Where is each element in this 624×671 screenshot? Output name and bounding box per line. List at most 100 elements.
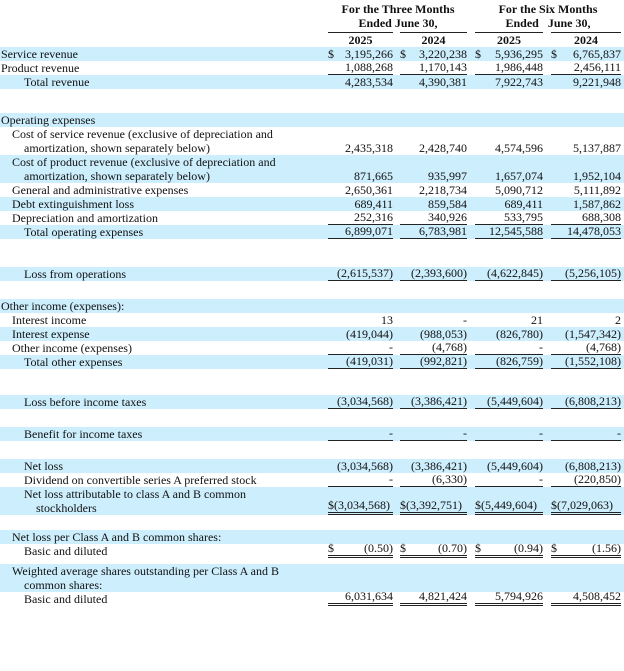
cell-value: 5,936,295 [495,47,543,61]
cell-value: - [463,426,467,440]
value-cell: 859,584 [400,197,467,211]
row-label-line: Total revenue [24,75,90,89]
row-label: Weighted average shares outstanding per … [0,564,332,592]
value-cell: - [328,340,393,355]
value-cell: - [328,426,393,441]
cell-value: 5,794,926 [495,589,543,603]
cell-value: 340,926 [428,210,467,224]
value-cell: 9,221,948 [551,75,621,89]
cell-value: (2,393,600) [411,266,467,280]
cell-value: (4,622,845) [487,266,543,280]
value-cell: $3,195,266 [328,47,393,61]
currency-symbol: $ [328,541,334,555]
table-row: Service revenue $3,195,266 $3,220,238 $5,93… [0,47,624,61]
row-label-line: Loss before income taxes [24,395,147,409]
row-label-line: Basic and diluted [24,592,108,606]
row-label: Other income (expenses) [0,341,332,355]
currency-symbol: $ [475,541,481,555]
cell-value: 4,508,452 [573,589,621,603]
value-cell: 689,411 [328,197,393,211]
value-cell: $ (3,392,751) [400,498,467,515]
value-cell: - [551,426,621,441]
currency-symbol: $ [400,47,406,61]
value-cell: $ (0.70) [400,541,467,558]
cell-value: (1,547,342) [565,327,621,341]
cell-value: 9,221,948 [573,75,621,89]
table-row: Net loss (3,034,568) (3,386,421) (5,449,604… [0,459,624,473]
row-label: Total operating expenses [0,225,344,239]
table-row: Total revenue 4,283,534 4,390,381 7,922,743… [0,75,624,89]
value-cell: 12,545,588 [475,224,543,239]
cell-value: (1.56) [592,541,621,555]
value-cell: (2,615,537) [328,266,393,281]
row-label: Service revenue [0,47,321,61]
table-row: Depreciation and amortization 252,316 340,… [0,210,624,225]
value-cell: (220,850) [551,472,621,487]
value-cell: 252,316 [328,210,393,225]
cell-value: 859,584 [428,197,467,211]
value-cell: 2,218,734 [400,183,467,197]
table-row: Weighted average shares outstanding per … [0,564,624,592]
cell-value: 1,587,862 [573,197,621,211]
row-label: Basic and diluted [0,592,344,606]
cell-value: 2,650,361 [345,183,393,197]
cell-value: 689,411 [354,197,393,211]
value-cell: (4,768) [551,340,621,355]
value-cell: 935,997 [400,169,467,183]
cell-value: (3,034,568) [337,394,393,408]
header-three-months-line2: Ended June 30, [358,16,438,30]
value-cell: (826,780) [475,327,543,341]
row-label-line: Loss from operations [24,267,126,281]
value-cell: (3,386,421) [400,394,467,409]
cell-value: 6,031,634 [345,589,393,603]
cell-value: 4,574,596 [495,141,543,155]
cell-value: (0.50) [364,541,393,555]
cell-value: (419,044) [346,327,393,341]
value-cell: 5,137,887 [551,141,621,155]
row-label-line: Other income (expenses) [12,341,132,355]
cell-value: 252,316 [354,210,393,224]
cell-value: 5,111,892 [573,183,621,197]
value-cell: (6,330) [400,472,467,487]
table-row: Loss from operations (2,615,537) (2,393,60… [0,266,624,281]
table-row: Total other expenses (419,031) (992,821) (8… [0,354,624,369]
value-cell: (988,053) [400,327,467,341]
value-cell: (6,808,213) [551,459,621,473]
cell-value: (988,053) [420,327,467,341]
row-label-line: amortization, shown separately below) [24,141,210,155]
value-cell: 688,308 [551,210,621,225]
cell-value: 6,783,981 [419,224,467,238]
table-row: Operating expenses [0,113,624,127]
table-row: Other income (expenses): [0,299,624,313]
cell-value: 1,986,448 [495,60,543,74]
value-cell: 6,783,981 [400,224,467,239]
table-row: Basic and diluted $ (0.50) $ (0.70) $ (0.94) $ (… [0,541,624,558]
cell-value: (4,768) [586,340,621,354]
cell-value: 689,411 [504,197,543,211]
value-cell: $ (3,034,568) [328,498,393,515]
row-label-line: amortization, shown separately below) [24,169,210,183]
row-label: Depreciation and amortization [0,211,332,225]
cell-value: - [389,426,393,440]
header-three-months-line1: For the Three Months [341,2,455,16]
currency-symbol: $ [551,47,557,61]
cell-value: 6,765,837 [573,47,621,61]
row-label-line: Total operating expenses [24,225,144,239]
cell-value: 6,899,071 [345,224,393,238]
row-label-line: common shares: [24,578,103,592]
cell-value: 12,545,588 [489,224,543,238]
cell-value: (5,449,604) [487,394,543,408]
row-label: Net loss per Class A and B common shares… [0,530,332,544]
cell-value: 21 [531,313,543,327]
cell-value: (7,029,063) [557,498,613,512]
row-label-line: Net loss attributable to class A and B c… [24,487,246,501]
cell-value: 2,456,111 [573,60,621,74]
cell-value: (419,031) [346,354,393,368]
cell-value: 1,657,074 [495,169,543,183]
cell-value: (2,615,537) [337,266,393,280]
value-cell: (5,256,105) [551,266,621,281]
table-row: Basic and diluted 6,031,634 4,821,424 5,794… [0,589,624,606]
cell-value: 5,137,887 [573,141,621,155]
cell-value: 935,997 [428,169,467,183]
table-row: Loss before income taxes (3,034,568) (3,38… [0,394,624,409]
